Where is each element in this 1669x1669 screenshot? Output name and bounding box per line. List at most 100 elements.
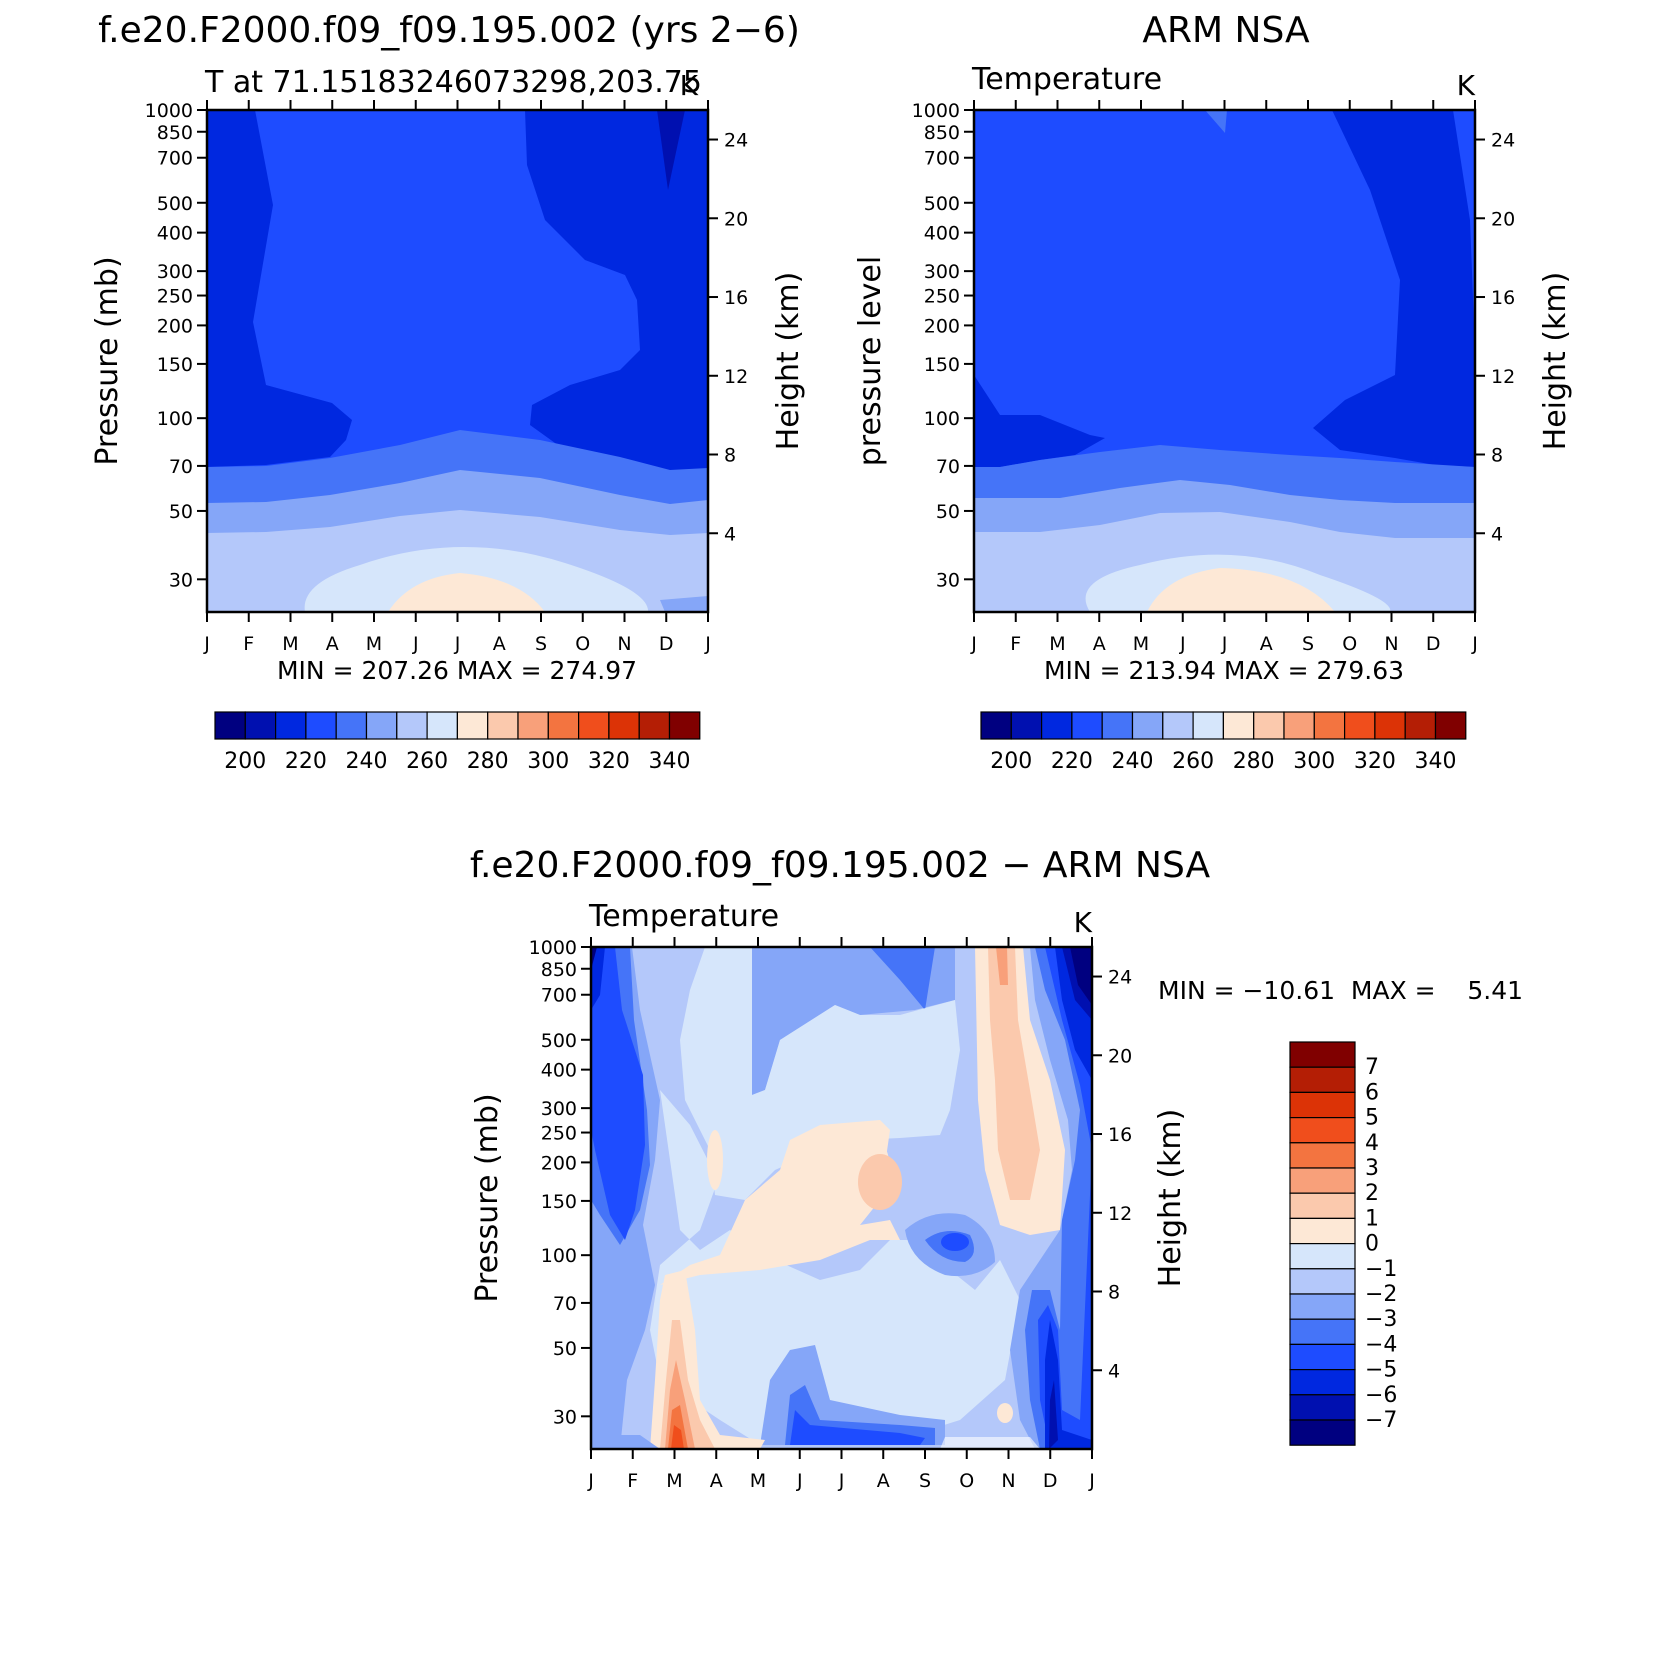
contour-band-minus-4-low	[790, 1410, 925, 1445]
pressure-tick-label: 70	[553, 1293, 577, 1315]
month-tick-label: A	[877, 1470, 890, 1492]
min-max-label: MIN = 207.26 MAX = 274.97	[277, 656, 637, 685]
colorbar-label: −4	[1365, 1332, 1397, 1357]
height-tick-label: 12	[724, 366, 748, 388]
contour-field	[591, 947, 1092, 1449]
colorbar-swatch	[1289, 1268, 1356, 1295]
pressure-tick-label: 250	[157, 286, 193, 308]
contour-band-minus-1	[680, 947, 960, 1200]
height-tick-label: 12	[1108, 1203, 1132, 1225]
height-tick-label: 16	[724, 287, 748, 309]
height-tick-label: 16	[1491, 287, 1515, 309]
colorbar-swatch	[1101, 711, 1134, 740]
month-tick-label: J	[412, 633, 419, 655]
pressure-tick-label: 150	[924, 354, 960, 376]
contour-band-cold-right	[525, 110, 708, 471]
colorbar-label: 320	[588, 749, 630, 774]
colorbar-swatch	[1131, 711, 1164, 740]
height-tick-label: 4	[1491, 523, 1503, 545]
month-tick-label: J	[1471, 633, 1478, 655]
height-tick-label: 24	[1491, 130, 1515, 152]
colorbar-swatch	[1289, 1242, 1356, 1270]
contour-band-cold-left	[974, 375, 1105, 467]
contour-band-4-low	[671, 1425, 684, 1449]
colorbar-label: 6	[1365, 1080, 1379, 1105]
pressure-tick-label: 30	[169, 569, 193, 591]
colorbar-label: 240	[1112, 749, 1154, 774]
colorbar-label: −1	[1365, 1257, 1397, 1282]
colorbar-swatch	[1289, 1066, 1356, 1093]
contour-band-270	[1147, 568, 1335, 612]
panel-title: f.e20.F2000.f09_f09.195.002 (yrs 2−6)	[98, 10, 800, 51]
month-tick-label: S	[535, 633, 547, 655]
panel-left-label: Temperature	[588, 899, 779, 934]
pressure-tick-label: 150	[541, 1191, 577, 1213]
pressure-tick-label: 500	[157, 193, 193, 215]
month-tick-label: F	[627, 1470, 638, 1492]
colorbar-swatch	[1374, 711, 1406, 740]
colorbar-label: 0	[1365, 1232, 1379, 1257]
pressure-tick-label: 700	[157, 148, 193, 170]
month-tick-label: J	[1221, 633, 1228, 655]
colorbar: 200 220 240 260 280 300 320 340	[214, 711, 701, 774]
height-tick-label: 12	[1491, 366, 1515, 388]
pressure-tick-label: 400	[157, 223, 193, 245]
month-tick-label: O	[575, 633, 590, 655]
colorbar-label: 3	[1365, 1156, 1379, 1181]
pressure-tick-label: 400	[541, 1060, 577, 1082]
month-tick-label: A	[1093, 633, 1106, 655]
model-panel: f.e20.F2000.f09_f09.195.002 (yrs 2−6) T …	[90, 10, 806, 774]
month-tick-label: M	[750, 1470, 766, 1492]
month-tick-label: S	[1302, 633, 1314, 655]
month-tick-label: A	[493, 633, 506, 655]
colorbar-swatch	[1289, 1091, 1356, 1119]
colorbar-swatch	[426, 711, 459, 740]
colorbar-swatch	[1289, 1217, 1356, 1245]
pressure-tick-label: 100	[541, 1245, 577, 1267]
month-tick-label: J	[454, 633, 461, 655]
panel-title: f.e20.F2000.f09_f09.195.002 − ARM NSA	[470, 845, 1211, 886]
panel-units-label: K	[680, 69, 699, 102]
contour-band-1-nov	[988, 947, 1040, 1200]
month-tick-label: J	[203, 633, 210, 655]
colorbar-label: 300	[1293, 749, 1335, 774]
month-tick-label: J	[1088, 1470, 1095, 1492]
pressure-tick-label: 850	[157, 122, 193, 144]
y2-axis-label: Height (km)	[1153, 1109, 1188, 1288]
colorbar-label: 280	[467, 749, 509, 774]
pressure-tick-label: 250	[541, 1123, 577, 1145]
colorbar-swatch	[1222, 711, 1255, 740]
contour-band-bottom-left	[591, 1435, 660, 1449]
colorbar-swatch	[1289, 1041, 1356, 1068]
month-tick-label: D	[1426, 633, 1441, 655]
month-tick-label: J	[587, 1470, 594, 1492]
height-tick-label: 4	[724, 523, 736, 545]
contour-band-notch	[1205, 110, 1227, 133]
pressure-tick-label: 250	[924, 286, 960, 308]
contour-band-minus-5	[591, 947, 605, 1010]
month-tick-label: N	[1001, 1470, 1015, 1492]
contour-band-2-nov	[996, 947, 1008, 985]
month-tick-label: N	[617, 633, 631, 655]
colorbar-label: −6	[1365, 1383, 1397, 1408]
colorbar-swatch	[1289, 1116, 1356, 1144]
colorbar-swatch	[1343, 711, 1376, 740]
colorbar-label: 220	[285, 749, 327, 774]
colorbar-label: 1	[1365, 1206, 1379, 1231]
colorbar-swatch	[668, 711, 701, 740]
colorbar-swatch	[1289, 1192, 1356, 1219]
month-tick-label: F	[243, 633, 254, 655]
colorbar-swatch	[547, 711, 580, 740]
min-max-label: MIN = −10.61 MAX = 5.41	[1158, 976, 1523, 1005]
colorbar-label: −5	[1365, 1358, 1397, 1383]
contour-band-minus-4	[591, 947, 645, 1240]
colorbar-swatch	[577, 711, 610, 740]
colorbar-label: 240	[346, 749, 388, 774]
colorbar-label: 260	[1172, 749, 1214, 774]
colorbar-label: −3	[1365, 1307, 1397, 1332]
